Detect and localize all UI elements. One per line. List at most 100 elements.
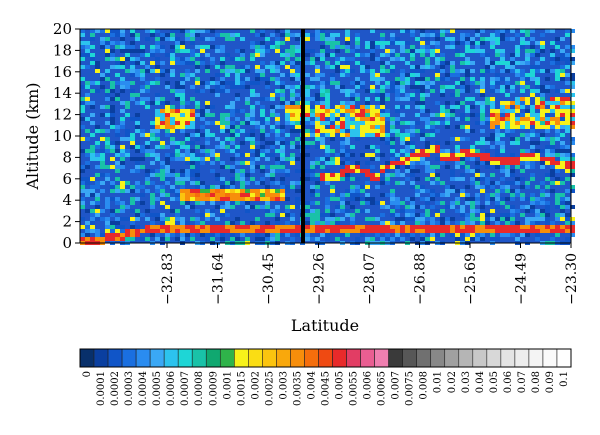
- heatmap-cell: [295, 137, 300, 141]
- heatmap-cell: [570, 81, 575, 85]
- heatmap-cell: [435, 113, 440, 117]
- heatmap-cell: [200, 181, 205, 185]
- heatmap-cell: [510, 69, 515, 73]
- heatmap-cell: [415, 161, 420, 165]
- heatmap-cell: [325, 129, 330, 133]
- heatmap-cell: [240, 109, 245, 113]
- heatmap-cell: [295, 109, 300, 113]
- heatmap-cell: [570, 233, 575, 237]
- heatmap-cell: [490, 33, 495, 37]
- heatmap-cell: [460, 193, 465, 197]
- heatmap-cell: [105, 137, 110, 141]
- colorbar-swatch: [346, 348, 361, 368]
- heatmap-cell: [275, 65, 280, 69]
- heatmap-cell: [565, 221, 570, 225]
- heatmap-cell: [80, 149, 85, 153]
- heatmap-cell: [290, 69, 295, 73]
- heatmap-cell: [325, 213, 330, 217]
- heatmap-cell: [175, 237, 180, 241]
- heatmap-cell: [435, 49, 440, 53]
- heatmap-cell: [390, 69, 395, 73]
- heatmap-cell: [535, 153, 540, 157]
- heatmap-cell: [340, 141, 345, 145]
- heatmap-cell: [485, 37, 490, 41]
- heatmap-cell: [105, 165, 110, 169]
- heatmap-cell: [105, 77, 110, 81]
- heatmap-cell: [400, 77, 405, 81]
- heatmap-cell: [565, 205, 570, 209]
- heatmap-cell: [200, 125, 205, 129]
- heatmap-cell: [140, 237, 145, 241]
- heatmap-cell: [250, 41, 255, 45]
- heatmap-cell: [240, 77, 245, 81]
- heatmap-cell: [130, 57, 135, 61]
- heatmap-cell: [480, 137, 485, 141]
- heatmap-cell: [270, 229, 275, 233]
- heatmap-cell: [385, 61, 390, 65]
- heatmap-cell: [305, 101, 310, 105]
- heatmap-cell: [550, 69, 555, 73]
- heatmap-cell: [275, 77, 280, 81]
- heatmap-cell: [400, 173, 405, 177]
- heatmap-cell: [170, 29, 175, 33]
- heatmap-cell: [560, 69, 565, 73]
- heatmap-cell: [295, 77, 300, 81]
- heatmap-cell: [530, 225, 535, 229]
- heatmap-cell: [545, 125, 550, 129]
- heatmap-cell: [390, 81, 395, 85]
- heatmap-cell: [80, 125, 85, 129]
- heatmap-cell: [380, 85, 385, 89]
- heatmap-cell: [430, 89, 435, 93]
- heatmap-cell: [110, 237, 115, 241]
- y-tick-label: 14: [53, 84, 72, 102]
- heatmap-cell: [520, 97, 525, 101]
- heatmap-cell: [350, 153, 355, 157]
- heatmap-cell: [515, 225, 520, 229]
- heatmap-cell: [210, 81, 215, 85]
- heatmap-cell: [160, 109, 165, 113]
- heatmap-cell: [90, 237, 95, 241]
- heatmap-cell: [480, 229, 485, 233]
- heatmap-cell: [395, 233, 400, 237]
- heatmap-cell: [85, 137, 90, 141]
- heatmap-cell: [470, 201, 475, 205]
- heatmap-cell: [405, 93, 410, 97]
- heatmap-cell: [270, 33, 275, 37]
- heatmap-cell: [170, 189, 175, 193]
- heatmap-cell: [410, 213, 415, 217]
- heatmap-cell: [405, 145, 410, 149]
- heatmap-cell: [260, 193, 265, 197]
- heatmap-cell: [115, 233, 120, 237]
- heatmap-cell: [305, 213, 310, 217]
- heatmap-cell: [470, 213, 475, 217]
- heatmap-cell: [460, 221, 465, 225]
- heatmap-cell: [345, 41, 350, 45]
- heatmap-cell: [295, 73, 300, 77]
- heatmap-cell: [415, 73, 420, 77]
- heatmap-cell: [195, 217, 200, 221]
- heatmap-cell: [510, 233, 515, 237]
- heatmap-cell: [420, 45, 425, 49]
- heatmap-cell: [495, 49, 500, 53]
- heatmap-cell: [80, 57, 85, 61]
- heatmap-cell: [340, 217, 345, 221]
- heatmap-cell: [230, 137, 235, 141]
- heatmap-cell: [410, 161, 415, 165]
- heatmap-cell: [205, 133, 210, 137]
- heatmap-cell: [245, 101, 250, 105]
- heatmap-cell: [250, 121, 255, 125]
- heatmap-cell: [175, 189, 180, 193]
- heatmap-cell: [330, 185, 335, 189]
- heatmap-cell: [225, 113, 230, 117]
- heatmap-cell: [95, 213, 100, 217]
- heatmap-cell: [455, 189, 460, 193]
- heatmap-cell: [130, 93, 135, 97]
- heatmap-cell: [280, 225, 285, 229]
- heatmap-cell: [490, 37, 495, 41]
- heatmap-cell: [485, 193, 490, 197]
- heatmap-cell: [565, 197, 570, 201]
- heatmap-cell: [110, 53, 115, 57]
- heatmap-cell: [400, 105, 405, 109]
- heatmap-cell: [445, 121, 450, 125]
- heatmap-cell: [540, 161, 545, 165]
